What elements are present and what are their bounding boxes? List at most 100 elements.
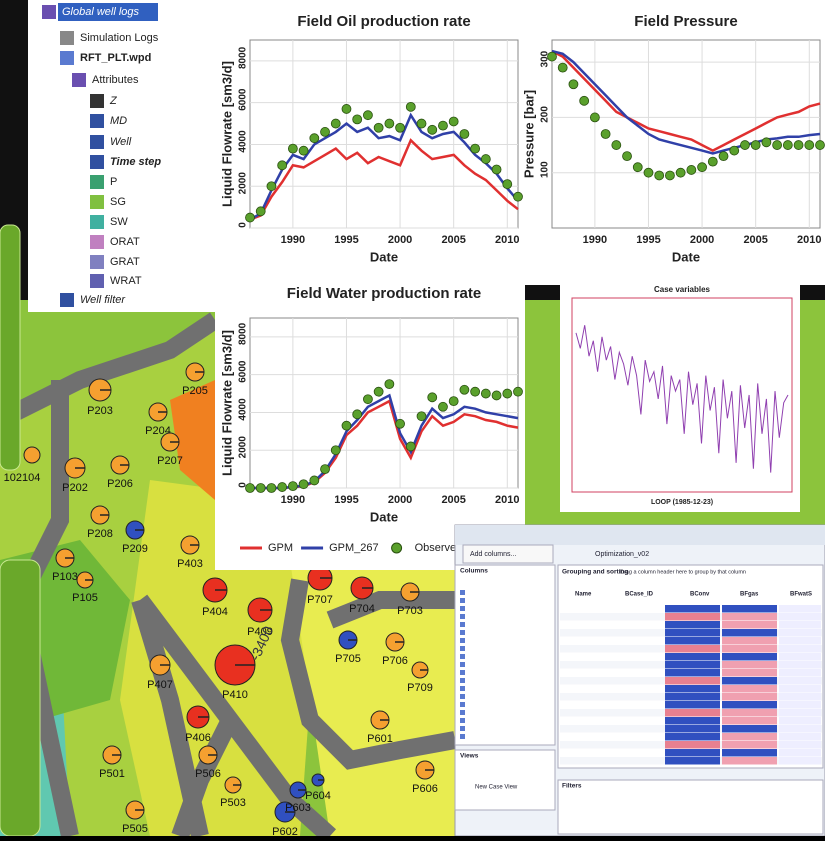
cell xyxy=(665,645,720,653)
cell xyxy=(665,709,720,717)
well-label: P704 xyxy=(349,603,375,615)
data-point xyxy=(794,141,803,150)
tree-item[interactable]: SW xyxy=(110,216,128,228)
column-item xyxy=(460,710,465,715)
y-tick-label: 4000 xyxy=(238,398,249,421)
data-point xyxy=(708,157,717,166)
cell xyxy=(665,701,720,709)
data-point xyxy=(321,465,330,474)
x-tick-label: 2010 xyxy=(495,494,519,506)
data-point xyxy=(601,130,610,139)
tree-item[interactable]: Well filter xyxy=(80,294,126,306)
tree-icon xyxy=(90,235,104,249)
tree-item[interactable]: ORAT xyxy=(110,236,140,248)
data-point xyxy=(267,182,276,191)
filters-panel xyxy=(558,780,823,834)
column-item xyxy=(460,630,465,635)
x-tick-label: 2005 xyxy=(441,234,465,246)
tree-icon xyxy=(90,274,104,288)
window-text: Filters xyxy=(562,783,582,790)
x-tick-label: 2005 xyxy=(743,234,767,246)
x-tick-label: 1995 xyxy=(334,234,358,246)
x-tick-label: 1995 xyxy=(334,494,358,506)
legend-label: GPM_267 xyxy=(329,542,379,554)
well-label: P506 xyxy=(195,768,221,780)
data-point xyxy=(783,141,792,150)
tree-item[interactable]: GRAT xyxy=(110,256,140,268)
cell xyxy=(722,733,777,741)
data-point xyxy=(321,127,330,136)
cell xyxy=(665,725,720,733)
well-label: P410 xyxy=(222,689,248,701)
screenshot: P205P203P204P207P202P206P208P209P103P105… xyxy=(0,0,825,836)
cell xyxy=(779,605,821,613)
y-tick-label: 2000 xyxy=(238,436,249,459)
well-label: P601 xyxy=(367,733,393,745)
tree-item[interactable]: Global well logs xyxy=(62,6,140,18)
data-point xyxy=(396,123,405,132)
tree-icon xyxy=(60,293,74,307)
data-point xyxy=(417,119,426,128)
well-label: P105 xyxy=(72,592,98,604)
cell xyxy=(722,717,777,725)
cell xyxy=(665,685,720,693)
column-item xyxy=(460,726,465,731)
tree-item[interactable]: Well xyxy=(110,136,132,148)
cell xyxy=(779,701,821,709)
column-item xyxy=(460,622,465,627)
column-item xyxy=(460,638,465,643)
tree-icon xyxy=(60,51,74,65)
tree-icon xyxy=(90,114,104,128)
tree-icon xyxy=(90,155,104,169)
column-item xyxy=(460,590,465,595)
well-label: P406 xyxy=(185,732,211,744)
well-label: P403 xyxy=(177,558,203,570)
y-axis-label: Pressure [bar] xyxy=(521,90,536,178)
well-label: P208 xyxy=(87,528,113,540)
tree-icon xyxy=(90,135,104,149)
cell xyxy=(779,685,821,693)
cell xyxy=(779,613,821,621)
cell xyxy=(779,733,821,741)
tree-item[interactable]: P xyxy=(110,176,117,188)
well-label: P404 xyxy=(202,606,228,618)
tree-item[interactable]: MD xyxy=(110,115,127,127)
data-point xyxy=(460,130,469,139)
data-point xyxy=(310,476,319,485)
cell xyxy=(779,693,821,701)
cell xyxy=(722,693,777,701)
cell xyxy=(779,661,821,669)
well-label: P207 xyxy=(157,455,183,467)
well-label: P205 xyxy=(182,385,208,397)
well-label: P505 xyxy=(122,823,148,835)
data-point xyxy=(471,387,480,396)
window-text: BFwatS xyxy=(790,592,812,598)
data-point xyxy=(246,213,255,222)
well-label: P209 xyxy=(122,543,148,555)
tree-item[interactable]: SG xyxy=(110,196,126,208)
cell xyxy=(665,629,720,637)
tree-item[interactable]: Attributes xyxy=(92,74,139,86)
tree-item[interactable]: Z xyxy=(109,95,118,107)
well-label: P602 xyxy=(272,826,298,836)
data-point xyxy=(438,402,447,411)
chart-title: Field Pressure xyxy=(634,13,737,30)
chart-title: Field Water production rate xyxy=(287,285,481,302)
data-point xyxy=(331,446,340,455)
cell xyxy=(722,613,777,621)
tree-item[interactable]: WRAT xyxy=(110,275,142,287)
data-point xyxy=(580,96,589,105)
cell xyxy=(665,749,720,757)
data-point xyxy=(428,125,437,134)
tree-item[interactable]: Time step xyxy=(110,156,161,168)
well-label: P501 xyxy=(99,768,125,780)
cell xyxy=(665,661,720,669)
x-tick-label: 2000 xyxy=(690,234,714,246)
y-axis-label: Liquid Flowrate [sm3/d] xyxy=(219,61,234,207)
window-text: Drag a column header here to group by th… xyxy=(620,569,746,575)
data-point xyxy=(278,161,287,170)
tree-item[interactable]: Simulation Logs xyxy=(80,32,159,44)
x-tick-label: 2000 xyxy=(388,494,412,506)
data-point xyxy=(471,144,480,153)
tree-item[interactable]: RFT_PLT.wpd xyxy=(80,52,151,64)
